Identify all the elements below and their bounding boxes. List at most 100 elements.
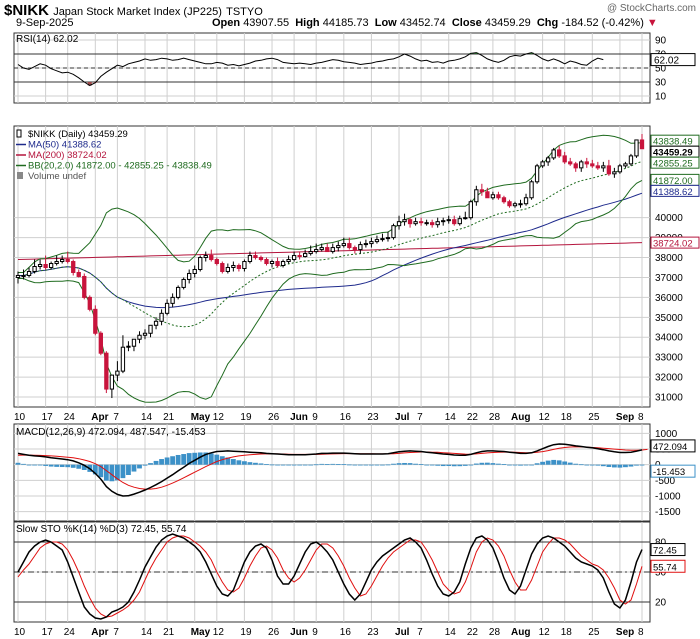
macd-histogram-bar xyxy=(186,453,192,465)
macd-panel xyxy=(13,423,651,522)
price-x-tick-label: 12 xyxy=(539,412,551,423)
macd-line xyxy=(17,443,643,497)
candle-down xyxy=(430,222,435,226)
macd-histogram-bar xyxy=(98,464,104,478)
candle-down xyxy=(507,201,512,207)
candle-up xyxy=(463,217,468,220)
sto-title: Slow STO %K(14) %D(3) 72.45, 55.74 xyxy=(16,524,187,535)
macd-histogram-bar xyxy=(595,464,601,466)
candle-up xyxy=(314,249,319,253)
macd-value-label: -15.453 xyxy=(653,467,685,478)
legend-volume-icon xyxy=(17,172,23,179)
price-value-label: 38724.02 xyxy=(653,239,693,250)
chg-label: Chg xyxy=(536,17,559,29)
macd-histogram-bar xyxy=(308,464,314,466)
rsi-tick-label: 30 xyxy=(655,78,667,89)
rsi-tick-label: 50 xyxy=(655,64,667,75)
macd-tick-label: -500 xyxy=(655,476,675,487)
macd-histogram-bar xyxy=(573,463,579,465)
macd-histogram-bar xyxy=(468,464,474,466)
rsi-tick-label: 90 xyxy=(655,36,667,47)
macd-histogram-bar xyxy=(208,453,214,465)
macd-histogram-bar xyxy=(319,463,325,465)
candle-up xyxy=(109,374,115,390)
candle-down xyxy=(639,139,645,150)
sto-x-tick-label: 8 xyxy=(638,627,644,638)
candle-up xyxy=(308,251,313,255)
candle-up xyxy=(148,324,153,334)
macd-histogram-bar xyxy=(142,464,148,466)
macd-histogram-bar xyxy=(109,464,115,482)
macd-histogram-bar xyxy=(275,464,280,466)
macd-tick-label: -1000 xyxy=(655,491,681,502)
price-value-label: 43838.49 xyxy=(653,137,693,148)
macd-histogram-bar xyxy=(512,464,518,466)
macd-histogram-bar xyxy=(479,462,485,465)
macd-histogram-bar xyxy=(26,464,32,466)
candle-up xyxy=(385,237,391,240)
candle-down xyxy=(93,308,98,334)
price-x-tick-label: 21 xyxy=(163,412,175,423)
price-x-tick-label: 26 xyxy=(268,412,280,423)
price-tick-label: 31000 xyxy=(655,393,683,404)
price-value-label: 41872.00 xyxy=(653,176,693,187)
sto-k-line xyxy=(17,533,643,620)
macd-histogram-bar xyxy=(291,464,297,466)
high-value: 44185.73 xyxy=(322,17,369,29)
price-value-box xyxy=(650,156,700,169)
macd-histogram-bar xyxy=(435,464,441,466)
candle-down xyxy=(485,191,490,199)
sto-tick-label: 20 xyxy=(655,598,667,609)
candle-up xyxy=(131,338,137,347)
rsi-line xyxy=(17,52,604,87)
price-panel xyxy=(13,125,651,408)
candle-up xyxy=(198,257,203,270)
sto-x-tick-label: 16 xyxy=(340,627,352,638)
candle-up xyxy=(192,268,197,274)
exchange: TSTYO xyxy=(226,6,263,18)
macd-histogram-bar xyxy=(192,452,198,465)
candle-up xyxy=(170,296,175,304)
candle-up xyxy=(319,247,324,251)
rsi-value-label: 62.02 xyxy=(654,56,679,67)
macd-histogram-bar xyxy=(341,464,347,466)
macd-histogram-bar xyxy=(501,464,507,465)
macd-histogram-bar xyxy=(148,463,153,465)
candle-up xyxy=(490,194,496,199)
macd-histogram-bar xyxy=(159,459,164,465)
price-tick-label: 40000 xyxy=(655,213,683,224)
sto-value-box xyxy=(650,543,686,557)
candle-up xyxy=(435,221,440,226)
macd-histogram-bar xyxy=(380,464,385,466)
sto-x-tick-label: 14 xyxy=(445,627,457,638)
macd-histogram-bar xyxy=(617,464,623,468)
candle-down xyxy=(98,332,103,354)
candle-up xyxy=(612,171,617,175)
price-x-tick-label: 19 xyxy=(240,412,252,423)
sto-x-tick-label: 22 xyxy=(467,627,479,638)
price-x-tick-label: 14 xyxy=(445,412,457,423)
candle-up xyxy=(153,320,159,326)
candle-up xyxy=(523,197,529,205)
sto-d-line xyxy=(17,535,643,618)
macd-histogram-bar xyxy=(59,464,65,468)
macd-histogram-bar xyxy=(556,460,562,465)
candle-up xyxy=(181,278,186,288)
price-x-tick-label: 23 xyxy=(367,412,379,423)
macd-value-box xyxy=(650,464,696,478)
candle-down xyxy=(352,247,358,251)
low-label: Low xyxy=(374,17,397,29)
candle-up xyxy=(291,255,297,261)
chg-value: -184.52 (-0.42%) xyxy=(561,17,644,29)
macd-histogram-bar xyxy=(181,454,187,465)
symbol: $NIKK xyxy=(4,2,50,19)
candle-down xyxy=(76,271,81,277)
candle-up xyxy=(628,155,634,165)
candle-down xyxy=(347,243,352,249)
candle-up xyxy=(280,261,286,267)
sto-tick-label: 50 xyxy=(655,568,667,579)
bb-lower-band xyxy=(18,179,643,403)
price-tick-label: 33000 xyxy=(655,353,683,364)
macd-histogram-bar xyxy=(264,464,269,466)
